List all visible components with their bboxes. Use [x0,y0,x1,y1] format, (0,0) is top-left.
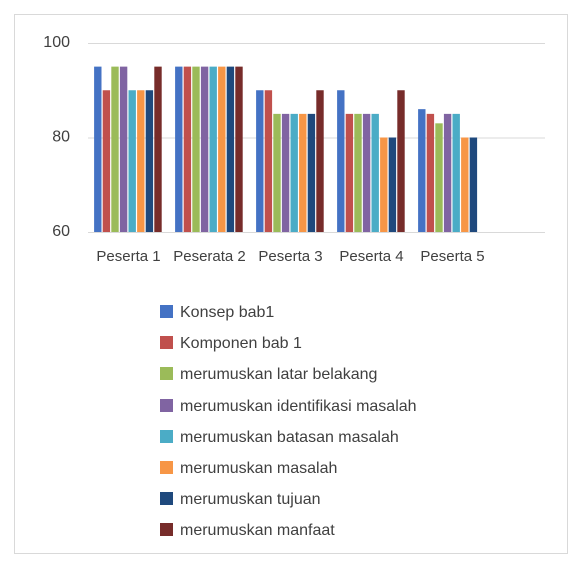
x-tick-label: Peserta 1 [96,248,161,265]
legend-swatch [160,461,173,474]
legend-label: merumuskan identifikasi masalah [180,397,417,415]
bar [145,90,154,232]
bar [183,66,192,232]
legend-label: Konsep bab1 [180,304,275,321]
legend-swatch [160,398,173,412]
bar [94,66,102,232]
legend-swatch [160,492,173,506]
bar [235,66,243,232]
bar [469,137,478,232]
legend-entry: Komponen bab 1 [160,334,302,354]
bar [354,113,362,232]
legend-swatch [160,367,173,381]
legend-label: merumuskan masalah [180,460,338,477]
bar [307,113,316,232]
bar [435,123,443,232]
legend-entry: merumuskan latar belakang [160,365,377,385]
y-tick-label: 80 [52,129,70,146]
x-tick-label: Peserta 3 [258,248,323,265]
bar [316,90,324,232]
legend-swatch [160,523,173,537]
legend-entry: merumuskan identifikasi masalah [160,397,417,417]
legend-label: merumuskan batasan masalah [180,428,399,446]
x-tick-label: Peserta 4 [339,248,404,265]
bar [452,113,460,232]
bar [380,137,388,232]
bar [397,90,405,232]
bar [362,113,371,232]
bar [371,113,379,232]
x-tick-label: Peserta 5 [420,248,485,265]
bar [345,113,354,232]
legend-label: merumuskan tujuan [180,491,321,509]
legend-entry: merumuskan batasan masalah [160,428,399,448]
legend-swatch [160,305,173,318]
bar [299,113,307,232]
bar [388,137,397,232]
bar [128,90,136,232]
bar [290,113,298,232]
legend-label: merumuskan latar belakang [180,366,378,384]
y-tick-label: 100 [43,34,70,51]
bar [256,90,264,232]
bar [461,137,469,232]
x-tick-label: Peserata 2 [173,248,246,265]
chart-border [14,14,568,554]
bar [111,66,119,232]
bar [337,90,345,232]
bar [102,90,111,232]
bar [209,66,217,232]
bar [273,113,281,232]
bar [119,66,128,232]
legend-entry: merumuskan tujuan [160,490,321,510]
bar [137,90,145,232]
legend-swatch [160,429,173,443]
legend-label: Komponen bab 1 [180,335,302,353]
legend-entry: merumuskan manfaat [160,521,335,541]
bar [192,66,200,232]
bar [281,113,290,232]
legend-label: merumuskan manfaat [180,522,335,540]
bar [418,109,426,232]
y-tick-label: 60 [52,223,70,240]
bar [175,66,183,232]
bar [443,113,452,232]
legend-entry: merumuskan masalah [160,459,337,479]
bar [426,113,435,232]
legend-entry: Konsep bab1 [160,303,274,323]
bar [154,66,162,232]
legend-swatch [160,336,173,350]
bar [218,66,226,232]
bar [264,90,273,232]
bar [226,66,235,232]
bar [200,66,209,232]
